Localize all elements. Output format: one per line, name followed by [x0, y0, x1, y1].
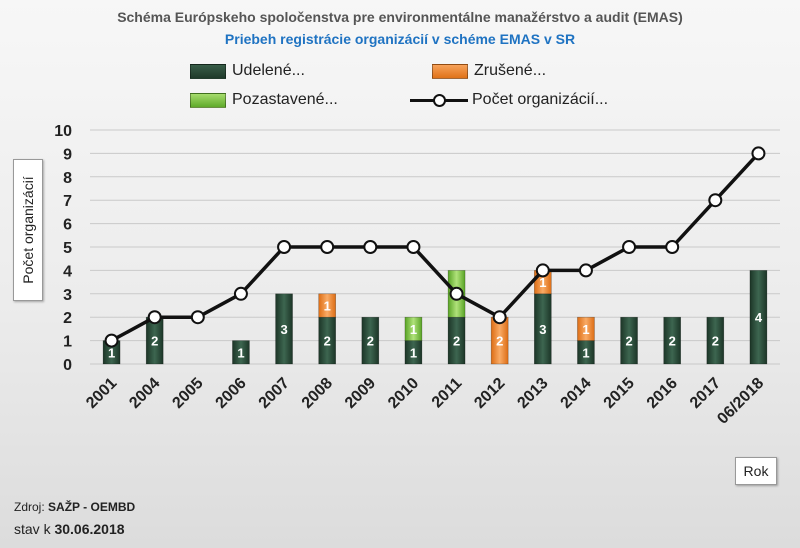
count-point	[320, 240, 335, 254]
count-point	[708, 193, 723, 208]
y-tick-label: 6	[63, 217, 72, 234]
count-line	[110, 152, 760, 343]
y-tick-label: 1	[63, 334, 72, 351]
x-tick-label: 2013	[514, 375, 551, 412]
bar-granted	[706, 316, 725, 365]
bar-value-label: 1	[108, 345, 115, 360]
bar-granted	[232, 340, 250, 365]
y-axis-title: Počet organizácií	[13, 159, 43, 301]
count-point	[233, 286, 248, 301]
y-tick-label: 3	[63, 287, 72, 304]
bar-value-label: 2	[496, 334, 503, 349]
bar-value-label: 3	[280, 322, 287, 337]
bar-value-label: 1	[324, 299, 331, 314]
as-of-label: stav k	[14, 521, 51, 537]
source-value: SAŽP - OEMBD	[48, 500, 136, 514]
bar-value-label: 1	[237, 345, 244, 360]
bar-value-label: 2	[151, 334, 158, 349]
bar-value-label: 1	[539, 275, 546, 290]
bar-granted	[275, 293, 293, 365]
legend-label-count: Počet organizácií...	[472, 91, 609, 108]
bar-value-label: 1	[410, 322, 417, 337]
legend-swatch-count	[410, 93, 468, 107]
bar-granted	[663, 316, 681, 365]
legend-item-cancelled: Zrušené...	[432, 62, 546, 80]
bar-cancelled	[577, 316, 595, 341]
count-point	[449, 286, 464, 301]
bar-granted	[318, 316, 336, 365]
bar-value-label: 2	[324, 334, 331, 349]
x-tick-label: 2006	[213, 375, 250, 412]
legend-label-granted: Udelené...	[232, 62, 305, 79]
legend-label-suspended: Pozastavené...	[232, 91, 338, 108]
y-tick-label: 8	[63, 170, 72, 187]
x-tick-label: 2016	[644, 375, 681, 412]
count-point	[147, 310, 162, 325]
bar-value-label: 1	[582, 322, 589, 337]
count-point	[363, 240, 378, 254]
y-tick-label: 7	[63, 193, 72, 210]
y-tick-label: 4	[63, 263, 72, 280]
bar-granted	[749, 270, 768, 365]
count-point	[190, 310, 205, 325]
legend-label-cancelled: Zrušené...	[474, 62, 547, 79]
as-of-note: stav k 30.06.2018	[14, 521, 125, 537]
bar-value-label: 1	[410, 345, 417, 360]
y-tick-label: 0	[63, 357, 72, 374]
count-point	[406, 240, 421, 254]
bar-value-label: 2	[712, 334, 719, 349]
x-tick-label: 2017	[687, 375, 724, 412]
bar-granted	[361, 316, 380, 365]
x-tick-label: 06/2018	[714, 375, 767, 428]
x-tick-label: 2005	[169, 375, 206, 412]
x-tick-label: 2010	[385, 375, 422, 412]
as-of-value: 30.06.2018	[54, 521, 125, 537]
bar-value-label: 3	[539, 322, 546, 337]
count-point	[665, 240, 680, 254]
legend-swatch-suspended	[190, 92, 226, 108]
bar-suspended	[404, 316, 423, 341]
source-note: Zdroj: SAŽP - OEMBD	[14, 500, 135, 514]
bar-value-label: 2	[625, 334, 632, 349]
count-point	[104, 333, 119, 348]
count-point	[535, 263, 550, 278]
count-point	[622, 240, 637, 254]
bar-value-label: 4	[755, 310, 763, 325]
bar-granted	[620, 316, 638, 365]
x-tick-label: 2015	[601, 375, 638, 412]
bar-value-label: 2	[367, 334, 374, 349]
count-point	[492, 310, 507, 325]
x-tick-label: 2011	[429, 375, 466, 412]
chart-subtitle: Priebeh registrácie organizácií v schéme…	[224, 31, 576, 47]
count-point	[277, 240, 292, 254]
x-tick-label: 2014	[558, 375, 595, 412]
y-tick-label: 10	[54, 123, 72, 140]
x-tick-label: 2012	[471, 375, 508, 412]
y-axis-title-text: Počet organizácií	[20, 176, 36, 284]
legend-swatch-cancelled	[432, 63, 468, 79]
x-tick-label: 2009	[342, 375, 379, 412]
bar-cancelled	[318, 293, 336, 318]
bar-granted	[447, 316, 466, 365]
y-tick-label: 9	[63, 146, 72, 163]
x-tick-label: 2001	[83, 375, 120, 412]
bar-value-label: 2	[453, 334, 460, 349]
legend-swatch-granted	[190, 63, 226, 79]
x-tick-label: 2008	[299, 375, 336, 412]
y-tick-label: 5	[63, 240, 72, 257]
legend-item-count: Počet organizácií...	[410, 91, 608, 109]
bar-value-label: 2	[669, 334, 676, 349]
legend-item-suspended: Pozastavené...	[190, 91, 338, 109]
count-point	[578, 263, 593, 278]
x-tick-label: 2007	[256, 375, 293, 412]
chart-title: Schéma Európskeho spoločenstva pre envir…	[117, 9, 683, 25]
x-tick-label: 2004	[126, 375, 163, 412]
source-label: Zdroj:	[14, 500, 45, 514]
y-tick-label: 2	[63, 310, 72, 327]
x-axis-title: Rok	[735, 457, 777, 485]
legend-item-granted: Udelené...	[190, 62, 305, 80]
count-point	[751, 146, 766, 161]
bar-value-label: 1	[582, 345, 589, 360]
